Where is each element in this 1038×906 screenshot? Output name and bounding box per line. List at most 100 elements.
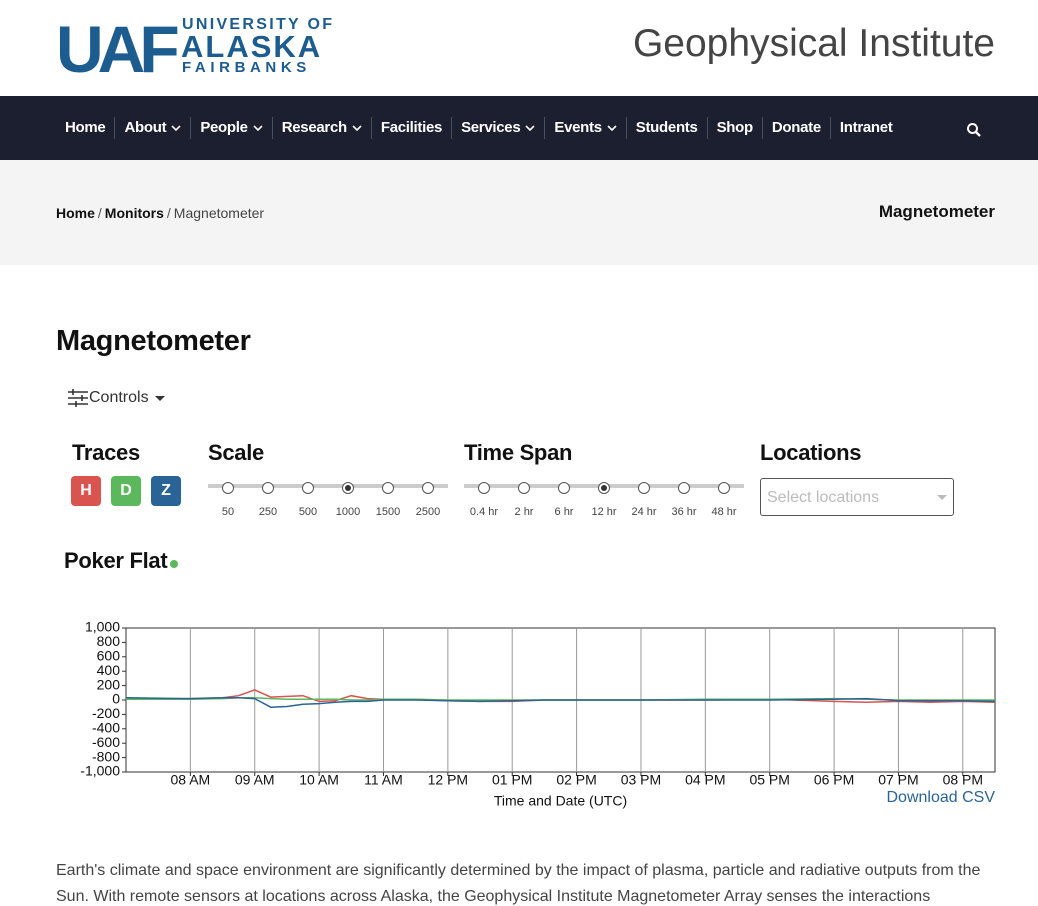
nav-item[interactable]: Students	[625, 117, 707, 139]
nav-label: Services	[461, 119, 521, 136]
slider-option-label: 1000	[335, 506, 361, 518]
nav-item[interactable]: Services	[451, 117, 544, 139]
x-tick-label: 01 PM	[492, 772, 532, 788]
slider-option[interactable]	[518, 482, 530, 494]
x-tick-label: 05 PM	[749, 772, 789, 788]
y-tick-label: 0	[112, 691, 120, 707]
search-icon[interactable]	[966, 122, 982, 138]
station-name: Poker Flat	[64, 548, 180, 574]
caret	[154, 396, 165, 401]
site-title: Geophysical Institute	[632, 22, 995, 65]
nav-label: Students	[635, 119, 698, 136]
controls-label: Controls	[89, 389, 149, 406]
chart: 08 AM 09 AM 10 AM 11 AM 12 PM 01 PM 02 PM 03 PM…	[80, 619, 996, 809]
series-line	[125, 697, 996, 708]
slider-option[interactable]	[678, 482, 690, 494]
traces-label: Traces	[72, 440, 140, 465]
nav-label: Research	[281, 119, 347, 136]
slider-option[interactable]	[558, 482, 570, 494]
logo-line: ALASKA	[181, 29, 322, 64]
slider-option[interactable]	[262, 482, 274, 494]
trace-button[interactable]: D	[111, 476, 141, 506]
nav-item[interactable]: Events	[544, 117, 625, 139]
nav-label: Donate	[771, 119, 821, 136]
trace-button[interactable]: H	[71, 476, 101, 506]
nav-label: Events	[554, 119, 602, 136]
slider-option[interactable]	[598, 482, 610, 494]
controls-toggle[interactable]: Controls	[67, 388, 167, 408]
breadcrumb-separator: /	[97, 205, 102, 221]
locations-placeholder: Select locations	[767, 489, 880, 506]
nav-item[interactable]: Donate	[761, 117, 830, 139]
x-tick-label: 04 PM	[685, 772, 725, 788]
controls-icon	[68, 389, 88, 407]
y-tick-label: 600	[97, 648, 121, 664]
breadcrumb-current: Magnetometer	[173, 205, 265, 221]
caret	[937, 495, 947, 500]
logo[interactable]: UAF UNIVERSITY OF ALASKA FAIRBANKS	[56, 14, 336, 76]
breadcrumb-link[interactable]: Home	[56, 205, 95, 221]
nav-list: Home About People Research Facilities Service…	[56, 96, 902, 160]
locations-label: Locations	[760, 440, 862, 465]
status-dot	[170, 560, 179, 568]
slider-option[interactable]	[382, 482, 394, 494]
slider-option[interactable]	[718, 482, 730, 494]
scale-slider: 50 250 500 1000 1500 2500	[208, 476, 448, 526]
y-tick-label: 400	[97, 662, 121, 678]
slider-option-label: 0.4 hr	[469, 506, 499, 518]
nav-bar: Home About People Research Facilities Service…	[0, 96, 1038, 160]
x-tick-label: 08 AM	[171, 772, 211, 788]
nav-item[interactable]: Home	[56, 117, 114, 139]
slider-option-label: 250	[258, 506, 278, 518]
y-tick-label: -400	[92, 720, 120, 736]
slider-option-label: 12 hr	[591, 506, 617, 518]
x-tick-label: 02 PM	[556, 772, 596, 788]
breadcrumb-link[interactable]: Monitors	[104, 205, 164, 221]
slider-option[interactable]	[222, 482, 234, 494]
nav-item[interactable]: Facilities	[370, 117, 451, 139]
chevron	[253, 125, 263, 132]
slider-option[interactable]	[638, 482, 650, 494]
nav-label: Shop	[716, 119, 754, 136]
nav-item[interactable]: About	[114, 117, 190, 139]
slider-option-label: 2 hr	[514, 506, 534, 518]
chevron	[525, 125, 535, 132]
nav-label: People	[200, 119, 248, 136]
nav-item[interactable]: Shop	[706, 117, 762, 139]
slider-option[interactable]	[302, 482, 314, 494]
x-tick-label: 10 AM	[299, 772, 339, 788]
trace-button[interactable]: Z	[151, 476, 181, 506]
slider-option[interactable]	[422, 482, 434, 494]
nav-item[interactable]: People	[190, 117, 271, 139]
station-label: Poker Flat	[64, 548, 168, 573]
y-tick-label: -800	[92, 748, 120, 764]
logo-line: FAIRBANKS	[182, 59, 311, 76]
y-tick-label: -600	[92, 734, 120, 750]
logo-mark: UAF	[56, 14, 177, 76]
y-tick-label: 800	[97, 633, 121, 649]
slider-option-label: 6 hr	[554, 506, 574, 518]
slider-option-label: 36 hr	[671, 506, 697, 518]
intro-text: Sun. With remote sensors at locations ac…	[56, 888, 931, 905]
page-title: Magnetometer	[56, 325, 251, 357]
y-tick-label: -1,000	[80, 763, 120, 779]
breadcrumb-separator: /	[166, 205, 171, 221]
x-axis-title: Time and Date (UTC)	[494, 793, 627, 809]
x-tick-label: 09 AM	[235, 772, 275, 788]
nav-item[interactable]: Intranet	[829, 117, 902, 139]
nav-item[interactable]: Research	[271, 117, 371, 139]
breadcrumb-title: Magnetometer	[878, 202, 995, 221]
x-tick-label: 08 PM	[943, 772, 983, 788]
slider-option[interactable]	[478, 482, 490, 494]
x-tick-label: 12 PM	[428, 772, 468, 788]
time-span-label: Time Span	[464, 440, 573, 465]
chevron	[607, 125, 617, 132]
locations-select[interactable]: Select locations	[760, 478, 954, 516]
slider-option[interactable]	[342, 482, 354, 494]
y-tick-label: 200	[97, 676, 121, 692]
download-link[interactable]: Download CSV	[886, 789, 996, 806]
slider-option-label: 2500	[415, 506, 441, 518]
x-tick-label: 11 AM	[364, 772, 403, 788]
